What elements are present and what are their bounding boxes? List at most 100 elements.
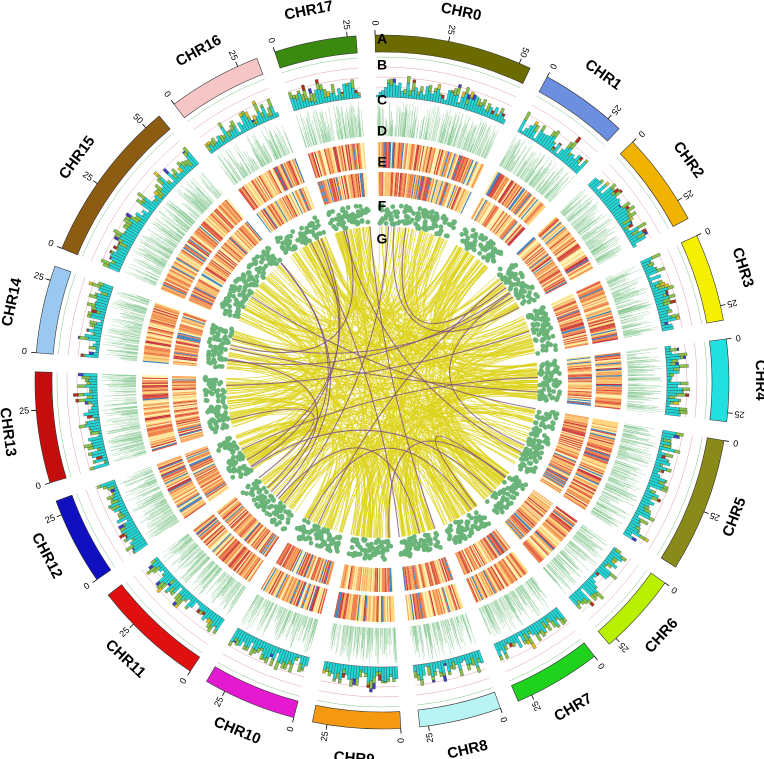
chr2-heat-e-cell [545, 281, 567, 294]
chr15-scatter-point [227, 312, 233, 318]
chr14-scatter-point [209, 330, 215, 336]
chr10-scatter-point [321, 539, 327, 545]
chr2-heat-e-cell [538, 268, 560, 283]
chr3-heat-e-cell [561, 328, 586, 336]
chr2-heat-e-cell [527, 251, 547, 267]
chr14-scatter-point [212, 350, 218, 355]
chr16-scatter-point [274, 235, 280, 241]
chr1-heat-e-cell [491, 212, 507, 233]
chr0-heat-e-cell [426, 178, 434, 202]
chr15-scatter-point [243, 295, 249, 301]
chr7-scatter-point [463, 526, 469, 532]
chr4-scatter-point [543, 396, 549, 401]
chr0-heat-e-cell [437, 181, 446, 205]
chr3-heat-e-cell [560, 324, 585, 333]
link [228, 354, 522, 454]
chr0-scatter-point [383, 208, 389, 214]
chr1-heat-e-cell [480, 204, 495, 225]
chr5-scatter-point [528, 466, 534, 472]
chr8-scatter-point [434, 532, 440, 538]
chr15-scatter-point [249, 262, 255, 268]
chr15-scatter-point [271, 256, 276, 261]
chr4-heat-e-cell [567, 392, 592, 395]
chr4-heat-e-cell [567, 395, 592, 399]
chr12-scatter-point [230, 448, 236, 454]
chr2-heat-e-cell [539, 270, 561, 285]
chr5-heat-e-cell [556, 445, 580, 456]
chr5-scatter-point [533, 420, 538, 426]
chr7-scatter-point [458, 519, 464, 525]
chr10-scatter-point [308, 540, 314, 546]
chr8-scatter-point [407, 545, 413, 550]
link [417, 451, 457, 523]
chr13-scatter-point [204, 398, 210, 404]
chr4-heat-e-cell [567, 364, 592, 368]
chr0-heat-e-cell [450, 186, 461, 210]
link [345, 230, 374, 538]
link [412, 445, 493, 533]
chr3-heat-e-cell [554, 302, 577, 313]
link [246, 320, 526, 461]
chr0-scatter-point [405, 206, 411, 211]
chr13-scatter-point [222, 411, 228, 417]
chr5-heat-e-cell [558, 441, 582, 450]
chr0-scatter-point [383, 221, 389, 226]
chr3-line-mark [617, 304, 646, 314]
chr5-scatter-point [528, 461, 534, 466]
chr5-scatter-point [539, 450, 544, 456]
chr15-scatter-point [247, 270, 252, 276]
chr0-heat-e-cell [434, 180, 443, 204]
chr3-scatter-point [536, 332, 542, 337]
link [276, 267, 417, 535]
link [457, 330, 538, 392]
chr0-heat-e-cell [457, 190, 469, 213]
chr4-heat-e-cell [567, 372, 592, 375]
chr0-scatter-point [422, 220, 428, 226]
link [401, 228, 460, 311]
chr12-scatter-point [230, 458, 236, 464]
chr0-heat-e-cell [414, 175, 421, 200]
chr1-heat-e-cell [506, 226, 524, 245]
chr17-scatter-point [339, 217, 345, 223]
chr7-scatter-point [486, 521, 492, 527]
chr14-scatter-point [212, 364, 218, 370]
chr17-scatter-point [365, 219, 371, 225]
chr0-heat-e-cell [419, 176, 426, 201]
chr15-scatter-point [221, 303, 227, 308]
chr11-scatter-point [269, 503, 274, 509]
chr11-scatter-point [250, 492, 256, 498]
chr2-heat-e-cell [525, 248, 545, 265]
chr5-heat-e-cell [555, 447, 579, 458]
chr4-scatter-point [551, 389, 556, 394]
chr5-heat-e-cell [561, 429, 585, 438]
chr9-heat-d-cell [380, 595, 383, 623]
chr13-heat-e-cell [172, 380, 197, 382]
chr16-scatter-point [287, 239, 293, 244]
chr3-heat-e-cell [556, 307, 579, 318]
chr2-heat-e-cell [539, 269, 560, 284]
chr12-scatter-point [223, 444, 228, 450]
chr16-scatter-point [299, 225, 304, 231]
chr0-scatter-point [429, 209, 435, 215]
chr13-scatter-point [213, 426, 219, 432]
chr10-scatter-point [303, 536, 309, 542]
chr14-scatter-point [229, 326, 234, 332]
chr1-scatter-point [480, 237, 486, 242]
chr0-heat-e-cell [386, 172, 388, 197]
chr2-scatter-point [524, 284, 530, 289]
chr9-scatter-point [361, 536, 366, 542]
chr11-scatter-point [276, 504, 281, 510]
chr0-scatter-point [434, 231, 440, 237]
chr11-scatter-point [280, 526, 286, 532]
chr0-heat-e-cell [406, 173, 411, 198]
chr2-heat-e-cell [524, 247, 545, 264]
link [272, 367, 538, 494]
link-highlight [227, 358, 318, 493]
chr4-heat-e-cell [567, 374, 592, 377]
chr11-scatter-point [258, 498, 264, 504]
link-highlight [250, 239, 340, 467]
chr5-scatter-point [542, 433, 547, 439]
chr2-heat-e-cell [535, 263, 557, 279]
chr0-heat-e-cell [444, 184, 454, 208]
chr3-heat-e-cell [563, 336, 588, 343]
